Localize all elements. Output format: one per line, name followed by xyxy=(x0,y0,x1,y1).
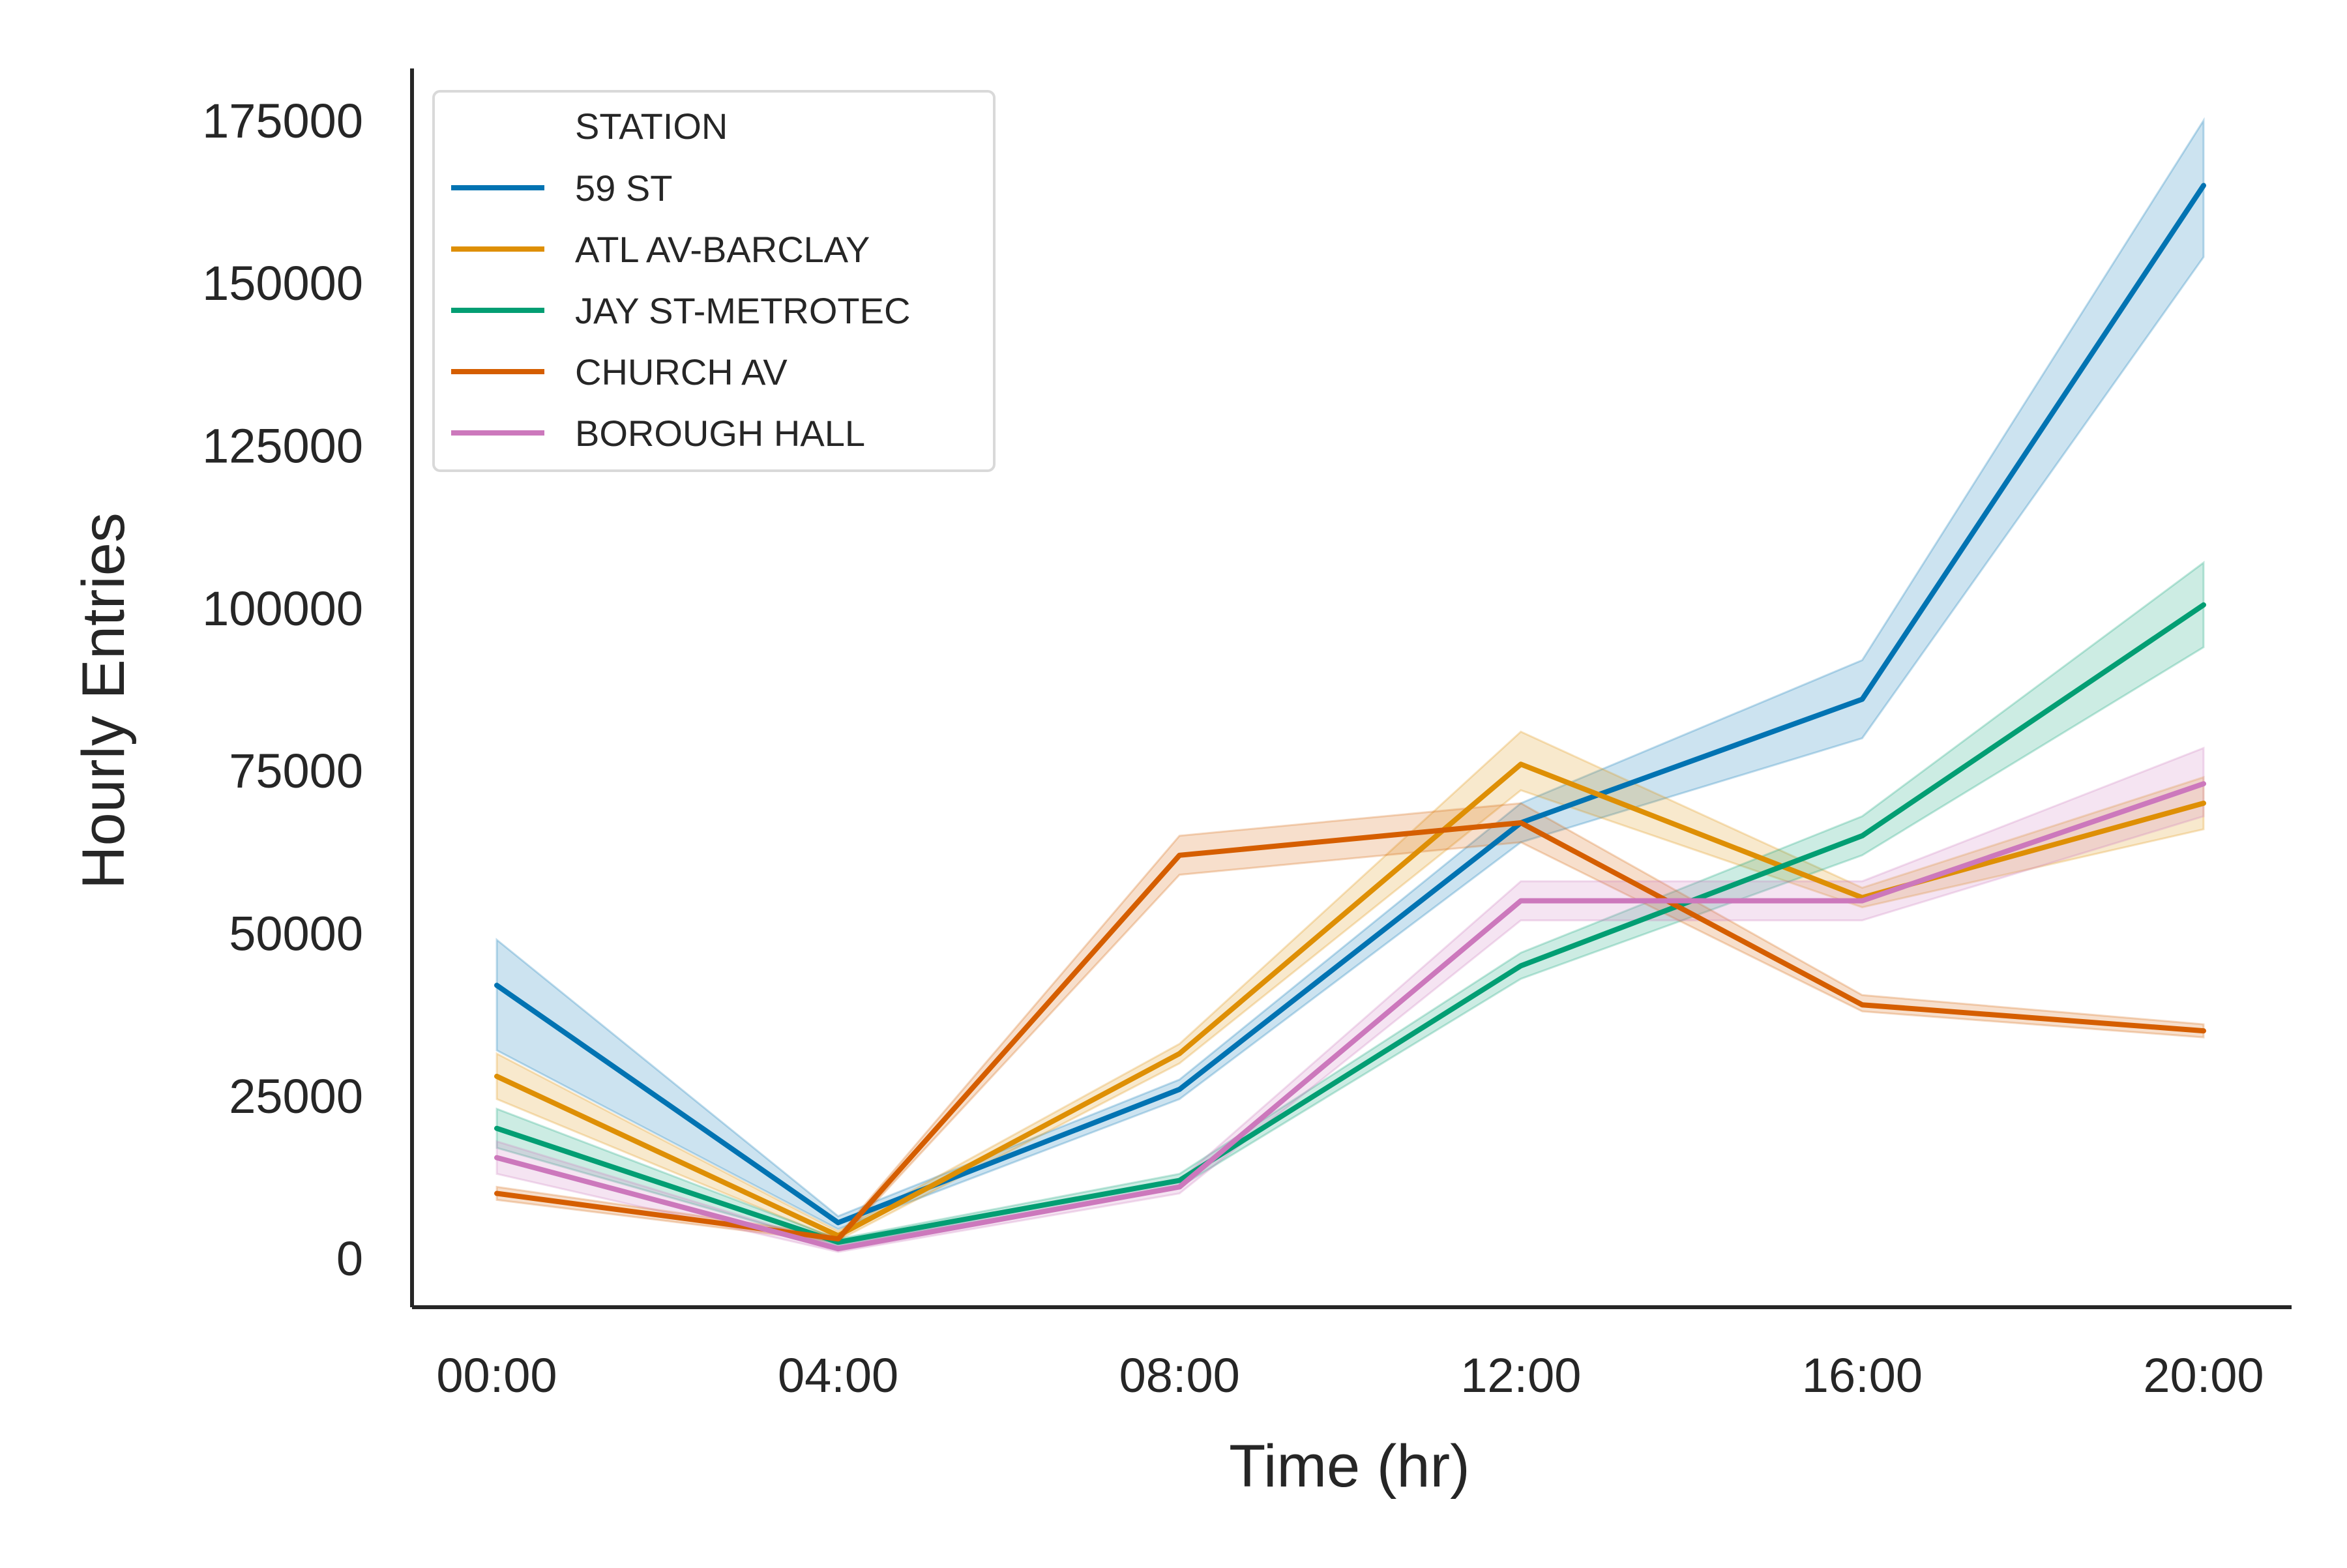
series-line-59-st xyxy=(494,183,2206,1226)
x-tick-label: 16:00 xyxy=(1802,1348,1923,1402)
y-tick-label: 0 xyxy=(336,1232,363,1286)
y-tick-label: 75000 xyxy=(229,744,363,798)
legend-box xyxy=(432,90,996,472)
y-tick-label: 25000 xyxy=(229,1069,363,1123)
legend-label: 59 ST xyxy=(575,168,672,209)
y-tick-label: 100000 xyxy=(202,582,363,636)
y-axis-label: Hourly Entries xyxy=(70,512,137,889)
y-tick-label: 50000 xyxy=(229,907,363,961)
x-tick-label: 08:00 xyxy=(1119,1348,1240,1402)
y-tick-labels: 0 25000 50000 75000 100000 125000 150000 175000 xyxy=(202,94,363,1286)
series-lines xyxy=(494,183,2206,1252)
x-tick-label: 00:00 xyxy=(436,1348,557,1402)
legend-label: BOROUGH HALL xyxy=(575,413,865,454)
y-tick-label: 175000 xyxy=(202,94,363,148)
legend-label: JAY ST-METROTEC xyxy=(575,290,910,331)
y-tick-label: 125000 xyxy=(202,419,363,473)
x-axis-label: Time (hr) xyxy=(1229,1433,1470,1500)
series-line-borough-hall xyxy=(494,781,2206,1252)
confidence-band-jay-st-metrotec xyxy=(495,561,2205,1247)
y-tick-label: 150000 xyxy=(202,256,363,310)
legend-label: CHURCH AV xyxy=(575,351,788,392)
legend-title: STATION xyxy=(575,106,728,147)
x-tick-label: 04:00 xyxy=(778,1348,898,1402)
legend: STATION 59 ST ATL AV-BARCLAY JAY ST-METROT… xyxy=(432,90,996,472)
legend-items: 59 ST ATL AV-BARCLAY JAY ST-METROTEC CHURCH… xyxy=(451,168,910,454)
x-tick-label: 12:00 xyxy=(1460,1348,1581,1402)
axes xyxy=(410,68,2292,1309)
legend-label: ATL AV-BARCLAY xyxy=(575,229,870,270)
x-tick-label: 20:00 xyxy=(2143,1348,2264,1402)
series-line-jay-st-metrotec xyxy=(494,602,2206,1245)
confidence-band-59-st xyxy=(495,117,2205,1230)
x-tick-labels: 00:00 04:00 08:00 12:00 16:00 20:00 xyxy=(436,1348,2264,1402)
